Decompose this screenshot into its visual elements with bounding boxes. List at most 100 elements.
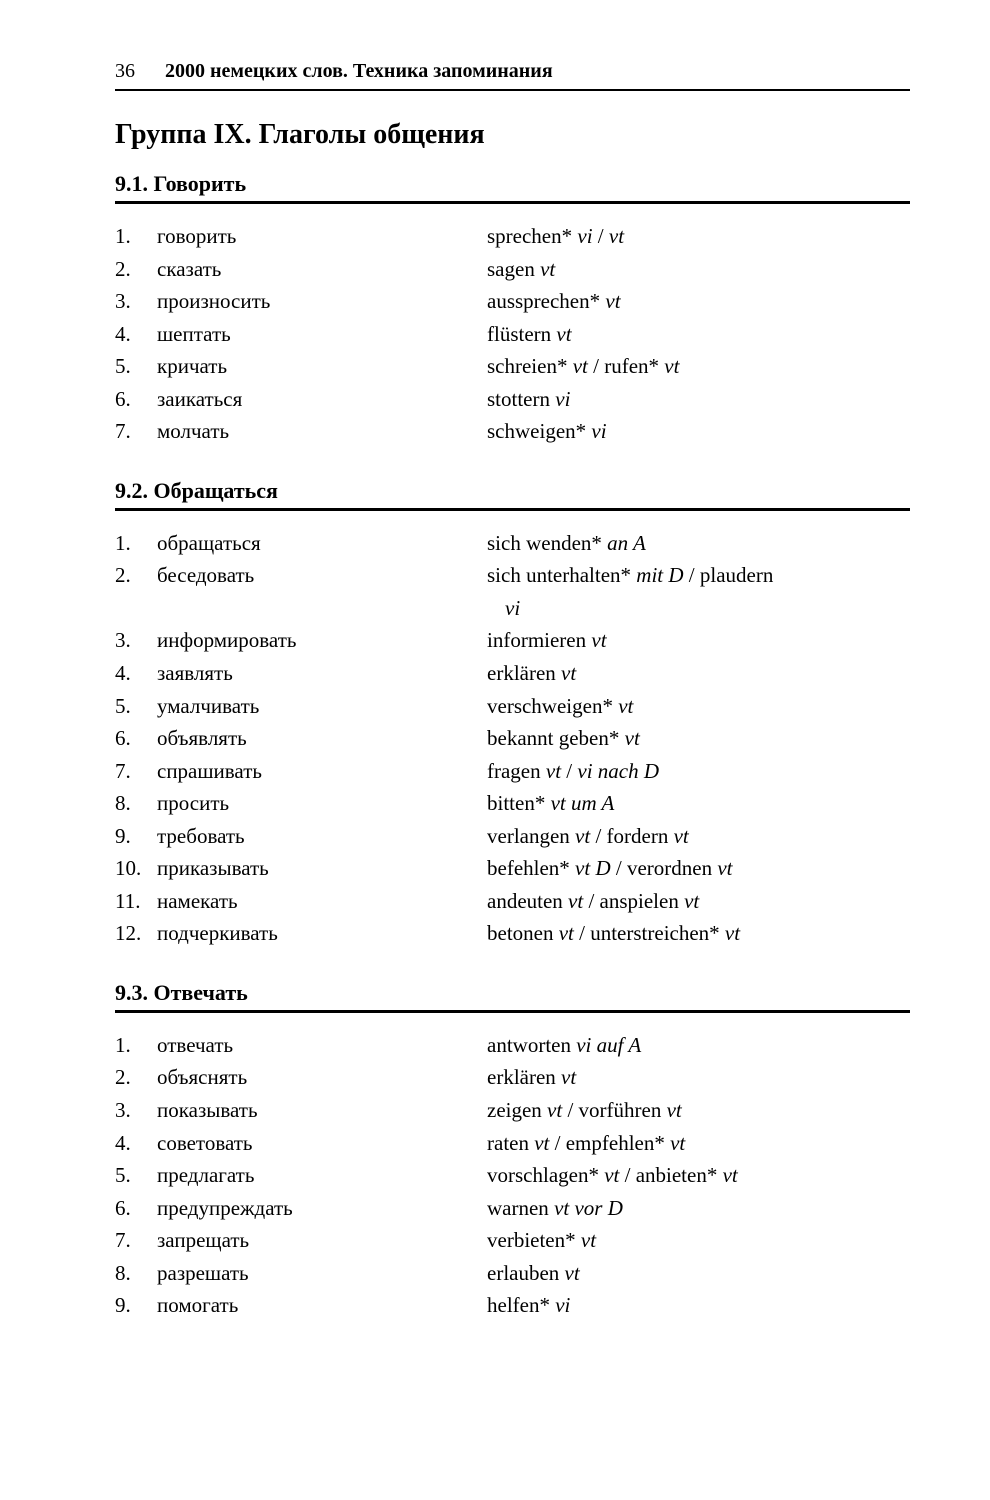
vocab-row: 4.шептатьflüstern vt: [115, 318, 910, 351]
german-word: bekannt geben* vt: [487, 722, 910, 755]
vocab-row: 7.спрашиватьfragen vt / vi nach D: [115, 755, 910, 788]
page-number: 36: [115, 60, 135, 83]
german-word: raten vt / empfehlen* vt: [487, 1127, 910, 1160]
german-word: verlangen vt / fordern vt: [487, 820, 910, 853]
german-word: antworten vi auf A: [487, 1029, 910, 1062]
russian-word: умалчивать: [157, 690, 487, 723]
russian-word: приказывать: [157, 852, 487, 885]
row-number: 9.: [115, 820, 157, 853]
row-number: 2.: [115, 559, 157, 592]
row-number: 2.: [115, 1061, 157, 1094]
row-number: 4.: [115, 1127, 157, 1160]
vocab-row: 1.отвечатьantworten vi auf A: [115, 1029, 910, 1062]
russian-word: подчеркивать: [157, 917, 487, 950]
german-word: flüstern vt: [487, 318, 910, 351]
russian-word: обращаться: [157, 527, 487, 560]
german-word: helfen* vi: [487, 1289, 910, 1322]
russian-word: произносить: [157, 285, 487, 318]
german-word: erklären vt: [487, 1061, 910, 1094]
russian-word: помогать: [157, 1289, 487, 1322]
vocab-row: 6.заикатьсяstottern vi: [115, 383, 910, 416]
german-word-continuation: vi: [487, 592, 910, 625]
row-number: 1.: [115, 220, 157, 253]
german-word: erlauben vt: [487, 1257, 910, 1290]
row-number: 9.: [115, 1289, 157, 1322]
german-word: stottern vi: [487, 383, 910, 416]
row-number: 6.: [115, 383, 157, 416]
row-number: 10.: [115, 852, 157, 885]
russian-word: запрещать: [157, 1224, 487, 1257]
russian-word: говорить: [157, 220, 487, 253]
russian-word: шептать: [157, 318, 487, 351]
vocab-row: 7.молчатьschweigen* vi: [115, 415, 910, 448]
section-heading: 9.3. Отвечать: [115, 980, 910, 1013]
row-number: 11.: [115, 885, 157, 918]
russian-word: отвечать: [157, 1029, 487, 1062]
vocab-list: 1.говоритьsprechen* vi / vt2.сказатьsage…: [115, 220, 910, 448]
german-word: andeuten vt / anspielen vt: [487, 885, 910, 918]
vocab-row: 10.приказыватьbefehlen* vt D / verordnen…: [115, 852, 910, 885]
sections-container: 9.1. Говорить1.говоритьsprechen* vi / vt…: [115, 171, 910, 1322]
row-number: 6.: [115, 722, 157, 755]
vocab-row: 8.разрешатьerlauben vt: [115, 1257, 910, 1290]
german-word: warnen vt vor D: [487, 1192, 910, 1225]
german-word: verbieten* vt: [487, 1224, 910, 1257]
russian-word: советовать: [157, 1127, 487, 1160]
vocab-row: 8.проситьbitten* vt um A: [115, 787, 910, 820]
vocab-row: 6.предупреждатьwarnen vt vor D: [115, 1192, 910, 1225]
row-number: 8.: [115, 787, 157, 820]
row-number: 8.: [115, 1257, 157, 1290]
vocab-row: 4.советоватьraten vt / empfehlen* vt: [115, 1127, 910, 1160]
page-header: 36 2000 немецких слов. Техника запоминан…: [115, 60, 910, 91]
row-number: 6.: [115, 1192, 157, 1225]
russian-word: молчать: [157, 415, 487, 448]
vocab-row: 5.умалчиватьverschweigen* vt: [115, 690, 910, 723]
russian-word: предлагать: [157, 1159, 487, 1192]
row-number: 7.: [115, 415, 157, 448]
german-word: betonen vt / unterstreichen* vt: [487, 917, 910, 950]
german-word: sich wenden* an A: [487, 527, 910, 560]
vocab-list: 1.отвечатьantworten vi auf A2.объяснятьe…: [115, 1029, 910, 1322]
row-number: 5.: [115, 690, 157, 723]
vocab-row: 5.предлагатьvorschlagen* vt / anbieten* …: [115, 1159, 910, 1192]
vocab-row: 2.беседоватьsich unterhalten* mit D / pl…: [115, 559, 910, 592]
vocab-row: 1.обращатьсяsich wenden* an A: [115, 527, 910, 560]
row-number: 2.: [115, 253, 157, 286]
vocab-row: 11.намекатьandeuten vt / anspielen vt: [115, 885, 910, 918]
german-word: befehlen* vt D / verordnen vt: [487, 852, 910, 885]
russian-word: просить: [157, 787, 487, 820]
vocab-row-continuation: vi: [115, 592, 910, 625]
german-word: aussprechen* vt: [487, 285, 910, 318]
row-number: 7.: [115, 755, 157, 788]
row-number: 1.: [115, 527, 157, 560]
vocab-row: 1.говоритьsprechen* vi / vt: [115, 220, 910, 253]
german-word: sprechen* vi / vt: [487, 220, 910, 253]
vocab-row: 2.сказатьsagen vt: [115, 253, 910, 286]
vocab-row: 3.информироватьinformieren vt: [115, 624, 910, 657]
russian-word: объяснять: [157, 1061, 487, 1094]
row-number: 5.: [115, 1159, 157, 1192]
vocab-row: 3.произноситьaussprechen* vt: [115, 285, 910, 318]
russian-word: спрашивать: [157, 755, 487, 788]
german-word: sich unterhalten* mit D / plaudern: [487, 559, 910, 592]
vocab-row: 2.объяснятьerklären vt: [115, 1061, 910, 1094]
row-number: 4.: [115, 318, 157, 351]
vocab-list: 1.обращатьсяsich wenden* an A2.беседоват…: [115, 527, 910, 950]
vocab-row: 4.заявлятьerklären vt: [115, 657, 910, 690]
russian-word: кричать: [157, 350, 487, 383]
german-word: schreien* vt / rufen* vt: [487, 350, 910, 383]
german-word: verschweigen* vt: [487, 690, 910, 723]
russian-word: сказать: [157, 253, 487, 286]
row-number: 4.: [115, 657, 157, 690]
russian-word: объявлять: [157, 722, 487, 755]
german-word: sagen vt: [487, 253, 910, 286]
row-number: 5.: [115, 350, 157, 383]
german-word: bitten* vt um A: [487, 787, 910, 820]
russian-word: беседовать: [157, 559, 487, 592]
russian-word: заявлять: [157, 657, 487, 690]
russian-word: предупреждать: [157, 1192, 487, 1225]
german-word: zeigen vt / vorführen vt: [487, 1094, 910, 1127]
german-word: erklären vt: [487, 657, 910, 690]
section-heading: 9.2. Обращаться: [115, 478, 910, 511]
german-word: fragen vt / vi nach D: [487, 755, 910, 788]
